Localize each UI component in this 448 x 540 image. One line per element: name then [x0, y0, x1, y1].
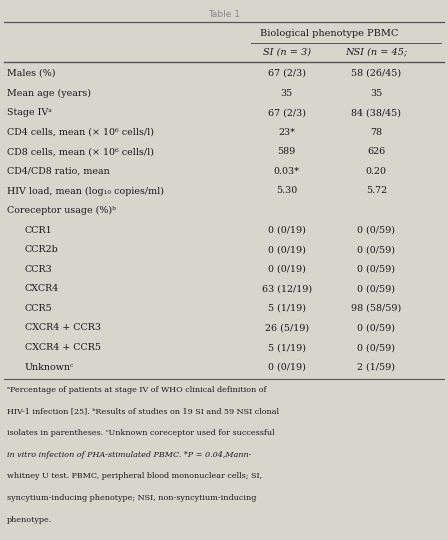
Text: CCR1: CCR1 [25, 226, 52, 234]
Text: NSI (n = 45;: NSI (n = 45; [345, 48, 407, 56]
Text: 0 (0/19): 0 (0/19) [268, 363, 306, 372]
Text: 67 (2/3): 67 (2/3) [268, 69, 306, 78]
Text: CD4/CD8 ratio, mean: CD4/CD8 ratio, mean [7, 167, 109, 176]
Text: 5.72: 5.72 [366, 186, 387, 195]
Text: 0 (0/19): 0 (0/19) [268, 265, 306, 274]
Text: in vitro infection of PHA-stimulated PBMC. *P = 0.04,Mann-: in vitro infection of PHA-stimulated PBM… [7, 450, 251, 458]
Text: HIV-1 infection [25]. ᵇResults of studies on 19 SI and 59 NSI clonal: HIV-1 infection [25]. ᵇResults of studie… [7, 407, 279, 415]
Text: 0 (0/59): 0 (0/59) [358, 245, 395, 254]
Text: 626: 626 [367, 147, 385, 156]
Text: Coreceptor usage (%)ᵇ: Coreceptor usage (%)ᵇ [7, 206, 116, 215]
Text: CD8 cells, mean (× 10⁶ cells/l): CD8 cells, mean (× 10⁶ cells/l) [7, 147, 154, 156]
Text: CXCR4: CXCR4 [25, 285, 59, 293]
Text: 23*: 23* [278, 128, 295, 137]
Text: Stage IVᵃ: Stage IVᵃ [7, 108, 52, 117]
Text: ᵃPercentage of patients at stage IV of WHO clinical definition of: ᵃPercentage of patients at stage IV of W… [7, 386, 266, 394]
Text: CXCR4 + CCR3: CXCR4 + CCR3 [25, 323, 101, 333]
Text: Biological phenotype PBMC: Biological phenotype PBMC [260, 29, 398, 38]
Text: CCR3: CCR3 [25, 265, 52, 274]
Text: CD4 cells, mean (× 10⁶ cells/l): CD4 cells, mean (× 10⁶ cells/l) [7, 128, 154, 137]
Text: CXCR4 + CCR5: CXCR4 + CCR5 [25, 343, 101, 352]
Text: phenotype.: phenotype. [7, 516, 52, 524]
Text: 0 (0/59): 0 (0/59) [358, 226, 395, 234]
Text: 58 (26/45): 58 (26/45) [351, 69, 401, 78]
Text: 589: 589 [278, 147, 296, 156]
Text: CCR5: CCR5 [25, 304, 52, 313]
Text: syncytium-inducing phenotype; NSI, non-syncytium-inducing: syncytium-inducing phenotype; NSI, non-s… [7, 494, 256, 502]
Text: CCR2b: CCR2b [25, 245, 58, 254]
Text: 0.20: 0.20 [366, 167, 387, 176]
Text: 0 (0/19): 0 (0/19) [268, 245, 306, 254]
Text: 5 (1/19): 5 (1/19) [268, 304, 306, 313]
Text: 2 (1/59): 2 (1/59) [358, 363, 395, 372]
Text: 0 (0/59): 0 (0/59) [358, 265, 395, 274]
Text: 0 (0/59): 0 (0/59) [358, 343, 395, 352]
Text: 84 (38/45): 84 (38/45) [351, 108, 401, 117]
Text: 0.03*: 0.03* [274, 167, 300, 176]
Text: Unknownᶜ: Unknownᶜ [25, 363, 74, 372]
Text: 35: 35 [370, 89, 383, 98]
Text: 5.30: 5.30 [276, 186, 297, 195]
Text: whitney U test. PBMC, peripheral blood mononuclear cells; SI,: whitney U test. PBMC, peripheral blood m… [7, 472, 262, 480]
Text: 26 (5/19): 26 (5/19) [265, 323, 309, 333]
Text: 63 (12/19): 63 (12/19) [262, 285, 312, 293]
Text: 67 (2/3): 67 (2/3) [268, 108, 306, 117]
Text: 0 (0/59): 0 (0/59) [358, 323, 395, 333]
Text: Males (%): Males (%) [7, 69, 55, 78]
Text: 78: 78 [370, 128, 382, 137]
Text: 35: 35 [280, 89, 293, 98]
Text: Mean age (years): Mean age (years) [7, 89, 90, 98]
Text: SI (n = 3): SI (n = 3) [263, 48, 311, 56]
Text: 98 (58/59): 98 (58/59) [351, 304, 401, 313]
Text: isolates in parentheses. ᶜUnknown coreceptor used for successful: isolates in parentheses. ᶜUnknown corece… [7, 429, 274, 437]
Text: Table 1: Table 1 [208, 10, 240, 19]
Text: 0 (0/59): 0 (0/59) [358, 285, 395, 293]
Text: 5 (1/19): 5 (1/19) [268, 343, 306, 352]
Text: 0 (0/19): 0 (0/19) [268, 226, 306, 234]
Text: HIV load, mean (log₁₀ copies/ml): HIV load, mean (log₁₀ copies/ml) [7, 186, 164, 195]
